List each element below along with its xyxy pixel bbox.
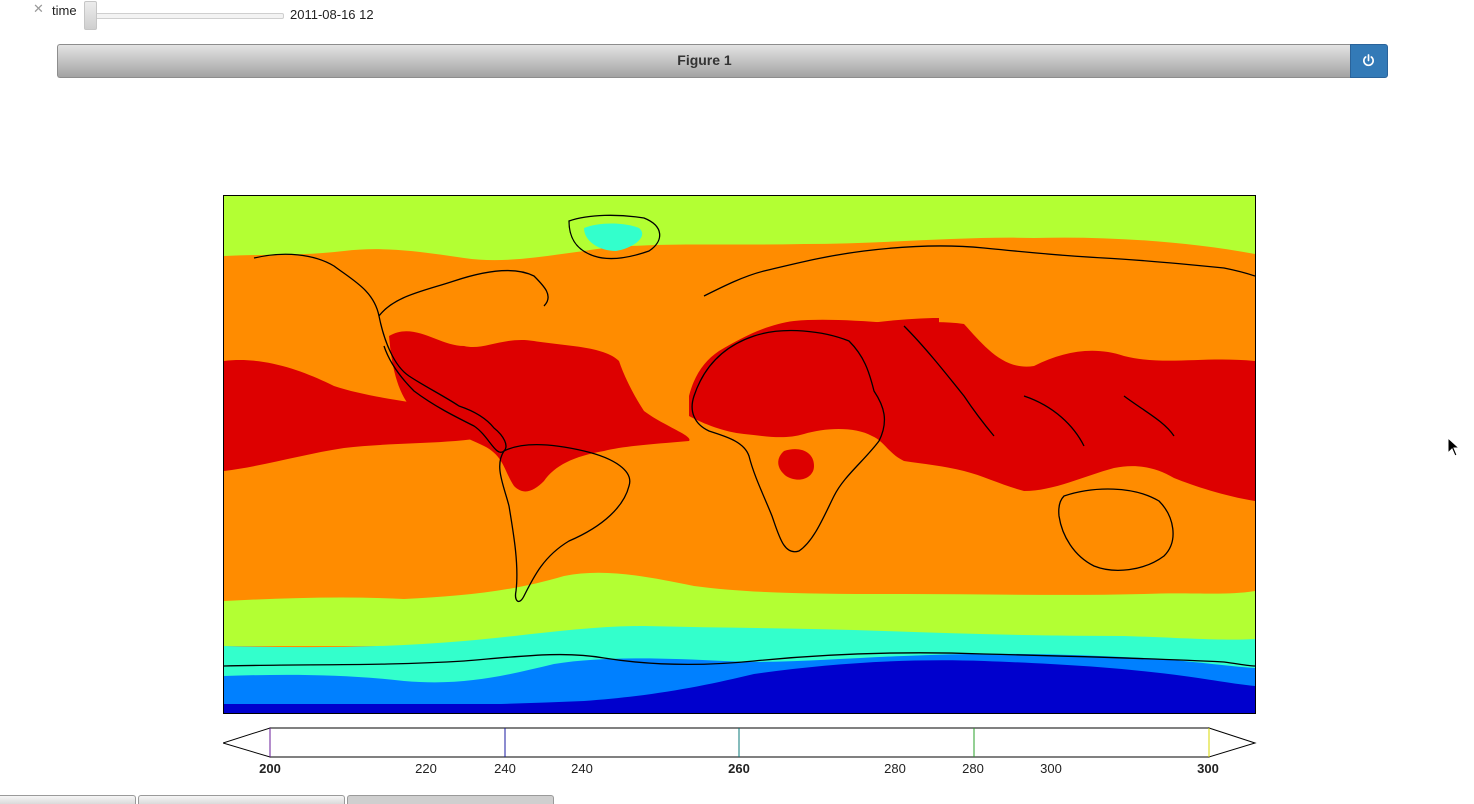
temperature-band-red-africa-west — [778, 449, 814, 480]
greenland-cyan — [584, 223, 643, 251]
coast-australia — [1058, 488, 1174, 571]
temperature-band-deep-blue — [224, 660, 1255, 713]
bottom-tab-active[interactable] — [347, 795, 554, 804]
temperature-band-deep-blue-bottom — [224, 704, 1255, 713]
figure-title: Figure 1 — [677, 52, 732, 68]
time-slider-track[interactable] — [88, 13, 284, 19]
colorbar-tick-label: 300 — [1040, 761, 1062, 776]
colorbar-tick-label: 300 — [1197, 761, 1219, 776]
power-icon — [1363, 54, 1374, 67]
temperature-band-red-sahara-east — [864, 318, 939, 345]
temperature-band-north-lime — [224, 196, 1255, 261]
colorbar-tick-label: 200 — [259, 761, 281, 776]
figure-toolbar: Figure 1 — [57, 44, 1351, 78]
time-label: time — [52, 3, 77, 18]
colorbar-max-extension — [1208, 727, 1257, 758]
colorbar — [223, 727, 1257, 758]
time-slider-handle[interactable] — [84, 1, 97, 30]
bottom-tab[interactable] — [138, 795, 345, 804]
coast-eurasia — [703, 245, 1255, 447]
power-button[interactable] — [1350, 44, 1388, 78]
time-widget: ✕ time 2011-08-16 12 — [0, 0, 1474, 30]
temperature-band-red-americas — [389, 331, 690, 492]
coast-africa — [691, 329, 886, 553]
colorbar-tick-label: 280 — [962, 761, 984, 776]
coast-antarctica — [224, 652, 1255, 667]
close-icon[interactable]: ✕ — [33, 1, 44, 16]
colorbar-min-extension — [223, 727, 271, 758]
coast-south-america — [499, 443, 631, 603]
colorbar-tick-label: 240 — [494, 761, 516, 776]
bottom-tab[interactable] — [0, 795, 136, 804]
colorbar-tick-label: 260 — [728, 761, 750, 776]
coast-north-america — [253, 253, 549, 453]
colorbar-tick-label: 240 — [571, 761, 593, 776]
coastlines — [224, 214, 1255, 667]
colorbar-tick-label: 220 — [415, 761, 437, 776]
coast-greenland — [568, 214, 661, 260]
temperature-band-south-lime — [224, 572, 1255, 646]
temperature-band-red — [224, 360, 514, 471]
map-plot[interactable] — [223, 195, 1256, 714]
temperature-band-red-africa-asia — [689, 319, 1255, 501]
colorbar-tick-label: 280 — [884, 761, 906, 776]
time-readout: 2011-08-16 12 — [290, 7, 374, 22]
mouse-cursor-icon — [1447, 437, 1461, 457]
map-canvas — [224, 196, 1255, 713]
